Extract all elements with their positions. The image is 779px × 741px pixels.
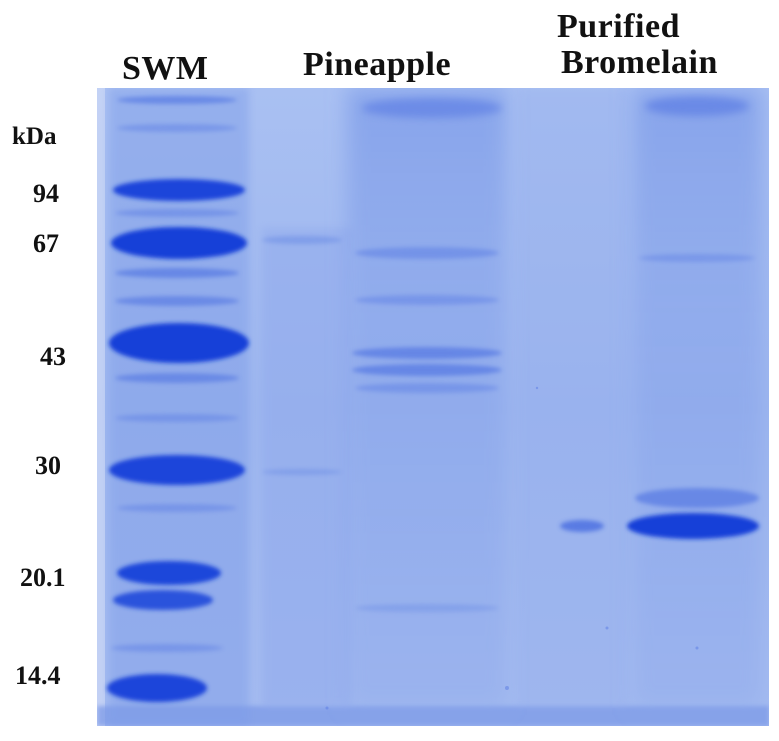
- bromelain-lane-faint: [517, 88, 627, 708]
- gel-image: [97, 88, 769, 726]
- marker-band-94: [113, 179, 245, 201]
- bromelain-faint-band: [560, 520, 604, 532]
- pineapple-lane-faint: [262, 228, 352, 708]
- lane-label-purified: Purified: [557, 8, 680, 45]
- bromelain-band-1: [639, 254, 755, 262]
- bromelain-lane-smear: [632, 88, 762, 708]
- marker-band-43: [109, 323, 249, 363]
- marker-band-faint-8: [111, 644, 223, 652]
- mw-label-94: 94: [33, 179, 59, 208]
- bromelain-bands: [627, 96, 759, 539]
- pineapple-band-5: [355, 383, 499, 393]
- mw-label-20-1: 20.1: [20, 563, 66, 592]
- lane-label-swm: SWM: [122, 50, 209, 87]
- gel-svg: [97, 88, 769, 726]
- pineapple-faint-band-1: [262, 236, 342, 244]
- mw-label-67: 67: [33, 229, 59, 258]
- bromelain-band-top: [645, 96, 749, 116]
- lane-label-bromelain: Bromelain: [561, 44, 718, 81]
- pineapple-band-top: [362, 98, 502, 118]
- gel-specks: [325, 386, 699, 710]
- bromelain-band-2: [635, 488, 759, 508]
- pineapple-band-4: [352, 364, 502, 376]
- pineapple-band-2: [355, 295, 499, 305]
- marker-band-faint-6: [115, 414, 239, 422]
- marker-band-20-1: [117, 561, 221, 585]
- mw-label-30: 30: [35, 451, 61, 480]
- marker-band-14-4: [107, 674, 207, 702]
- mw-label-43: 43: [40, 342, 66, 371]
- marker-band-67: [111, 227, 247, 259]
- pineapple-bands: [352, 98, 502, 612]
- marker-band-faint-7: [117, 504, 237, 512]
- bromelain-main-band: [627, 513, 759, 539]
- marker-band-top: [117, 96, 237, 104]
- marker-band-30: [109, 455, 245, 485]
- marker-band-faint-5: [115, 373, 239, 383]
- mw-label-14-4: 14.4: [15, 661, 61, 690]
- marker-band-faint-2: [115, 209, 239, 217]
- pineapple-band-1: [355, 247, 499, 259]
- lane-label-pineapple: Pineapple: [303, 46, 452, 83]
- marker-band-20-1-tail: [113, 590, 213, 610]
- mw-unit-label: kDa: [12, 123, 57, 150]
- marker-band-faint-1: [117, 124, 237, 132]
- pineapple-band-6: [355, 604, 499, 612]
- marker-band-faint-3: [115, 268, 239, 278]
- marker-bands: [107, 96, 249, 702]
- pineapple-band-3: [352, 347, 502, 359]
- pineapple-faint-band-2: [262, 469, 342, 475]
- marker-band-faint-4: [115, 296, 239, 306]
- pineapple-lane-smear: [347, 88, 507, 708]
